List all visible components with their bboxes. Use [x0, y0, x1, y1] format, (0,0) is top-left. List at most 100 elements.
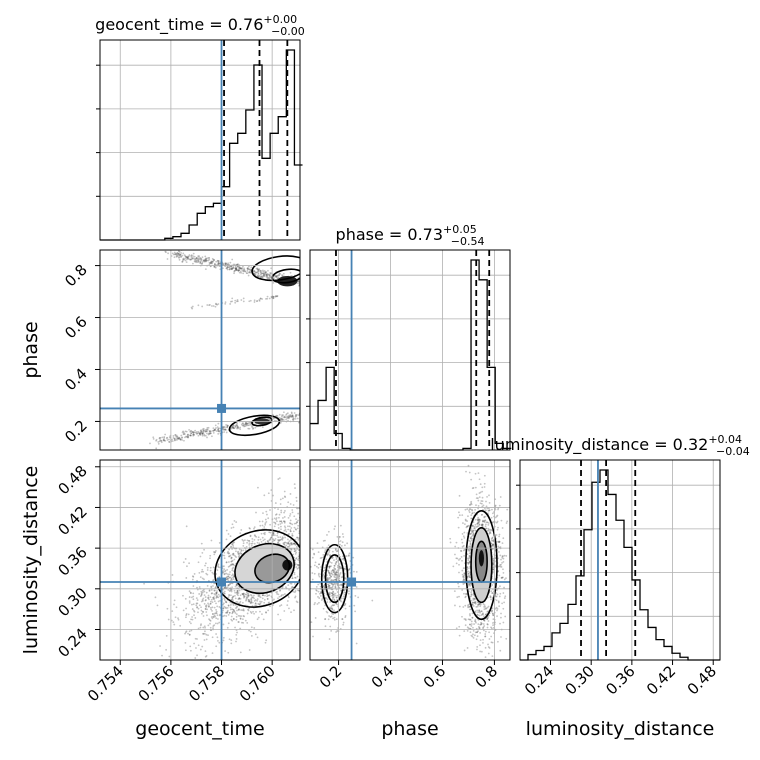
sample-point [226, 569, 229, 571]
sample-point [317, 590, 320, 593]
sample-point [317, 551, 320, 554]
sample-point [145, 667, 147, 669]
sample-point [293, 515, 296, 518]
sample-point [279, 536, 282, 539]
sample-point [282, 411, 285, 414]
sample-point [295, 415, 298, 418]
sample-point [469, 545, 472, 548]
sample-point [272, 532, 275, 535]
sample-point [477, 521, 479, 524]
sample-point [479, 605, 482, 608]
sample-point [228, 638, 231, 641]
sample-point [250, 601, 253, 604]
sample-point [250, 626, 253, 629]
sample-point [201, 428, 204, 431]
sample-point [212, 625, 215, 628]
sample-point [330, 572, 333, 575]
sample-point [482, 603, 485, 605]
sample-point [266, 297, 269, 300]
sample-point [187, 255, 189, 258]
sample-point [488, 509, 490, 512]
sample-point [191, 431, 194, 433]
sample-point [211, 606, 214, 609]
sample-point [199, 257, 202, 259]
sample-point [213, 582, 215, 585]
sample-point [227, 575, 230, 578]
sample-point [311, 545, 313, 547]
panel-frame [519, 459, 721, 661]
sample-point [335, 558, 338, 561]
sample-point [225, 578, 228, 581]
sample-point [225, 578, 228, 581]
sample-point [281, 586, 284, 588]
sample-point [207, 433, 210, 436]
sample-point [206, 608, 209, 611]
sample-point [463, 576, 465, 579]
sample-point [330, 607, 333, 609]
sample-point [480, 524, 483, 527]
sample-point [212, 596, 215, 599]
sample-point [223, 590, 226, 593]
sample-point [231, 258, 234, 261]
sample-point [185, 616, 187, 619]
sample-point [474, 610, 477, 613]
sample-point [232, 595, 235, 598]
sample-point [467, 548, 470, 551]
sample-point [283, 529, 286, 532]
sample-point [468, 561, 471, 563]
sample-point [281, 538, 284, 541]
sample-point [203, 259, 206, 262]
sample-point [207, 624, 210, 627]
sample-point [210, 598, 213, 601]
sample-point [295, 557, 298, 560]
sample-point [223, 573, 226, 576]
sample-point [332, 591, 335, 593]
sample-point [322, 539, 325, 542]
sample-point [332, 579, 335, 582]
sample-point [280, 520, 282, 523]
sample-point [330, 570, 333, 573]
sample-point [242, 542, 245, 545]
sample-point [235, 268, 237, 270]
sample-point [214, 589, 216, 592]
sample-point [288, 589, 291, 591]
sample-point [342, 597, 345, 600]
sample-point [230, 265, 233, 268]
sample-point [226, 266, 229, 269]
sample-point [278, 413, 281, 416]
sample-point [293, 483, 296, 486]
sample-point [218, 262, 220, 265]
sample-point [222, 262, 224, 265]
sample-point [492, 512, 494, 515]
sample-point [230, 615, 233, 618]
sample-point [338, 535, 341, 538]
sample-point [251, 596, 254, 599]
sample-point [263, 598, 266, 601]
sample-point [246, 592, 249, 595]
histogram-bar [664, 646, 672, 660]
sample-point [324, 539, 326, 542]
sample-point [470, 535, 473, 538]
sample-point [256, 271, 258, 274]
sample-point [214, 305, 217, 308]
sample-point [480, 650, 483, 653]
sample-point [190, 432, 193, 435]
sample-point [298, 557, 300, 560]
sample-point [213, 263, 216, 266]
sample-point [301, 414, 303, 416]
sample-point [263, 273, 266, 276]
sample-point [453, 590, 456, 593]
sample-point [235, 423, 238, 426]
sample-point [492, 614, 495, 617]
sample-point [208, 605, 210, 608]
sample-point [187, 435, 189, 438]
sample-point [175, 606, 178, 609]
sample-point [277, 613, 280, 616]
sample-point [229, 535, 232, 538]
sample-point [467, 618, 470, 621]
sample-point [315, 589, 318, 591]
sample-point [490, 539, 493, 542]
sample-point [260, 272, 263, 275]
sample-point [335, 573, 337, 576]
sample-point [467, 604, 469, 607]
